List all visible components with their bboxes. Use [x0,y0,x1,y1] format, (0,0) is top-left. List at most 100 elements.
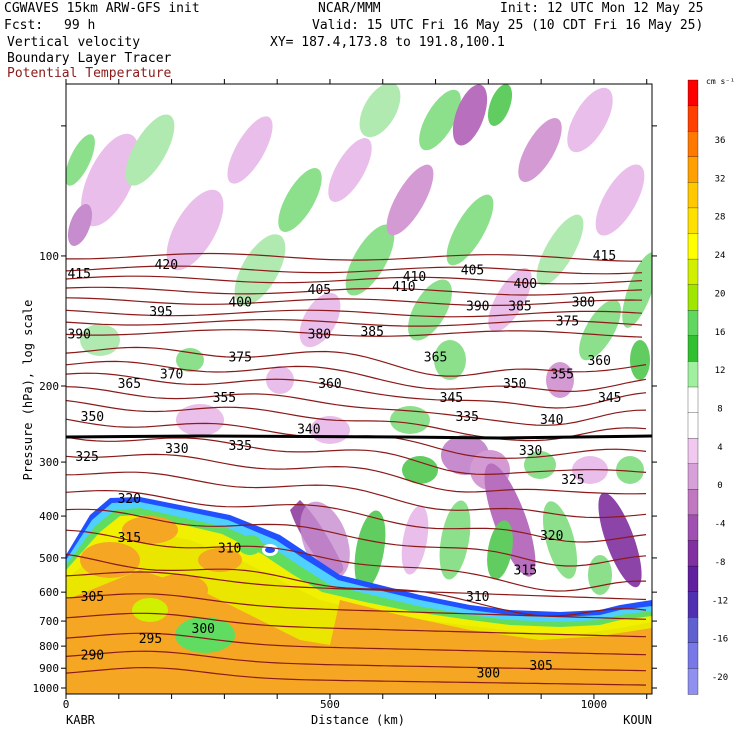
colorbar-swatch [687,565,699,593]
theta-label: 300 [192,622,215,637]
boundary-layer-tracer [66,497,652,694]
y-tick-label: 900 [39,662,59,675]
colorbar-swatch [687,514,699,542]
theta-label: 335 [228,439,251,454]
theta-label: 315 [514,564,537,579]
theta-label: 335 [455,410,478,425]
colorbar-tick-label: -4 [715,520,726,530]
theta-contour-line [66,529,646,592]
theta-contour-line [66,318,643,327]
theta-label: 320 [540,529,563,544]
theta-label: 310 [218,541,241,556]
theta-label: 355 [213,391,236,406]
theta-label: 410 [403,270,426,285]
colorbar-swatch [687,233,699,260]
theta-label: 350 [81,410,104,425]
theta-label: 390 [466,300,489,315]
theta-contour-line [66,436,647,476]
theta-label: 305 [81,590,104,605]
colorbar-tick-label: 36 [715,136,726,146]
x-tick-label: 0 [63,698,70,711]
theta-label: 330 [519,444,542,459]
colorbar-swatch [687,79,699,107]
theta-label: 380 [572,295,595,310]
theta-contour-line [66,346,647,377]
fcst-label: Fcst: [4,18,44,33]
cross-section-xy: XY= 187.4,173.8 to 191.8,100.1 [270,35,505,50]
y-tick-label: 400 [39,510,59,523]
potential-temperature-contours [66,252,647,686]
colorbar-swatch [687,156,699,183]
theta-contour-line [66,399,647,442]
theta-label: 405 [461,263,484,278]
colorbar-tick-label: 20 [715,289,726,299]
theta-contour-line [66,632,647,656]
theta-contour-line [66,275,643,285]
colorbar-swatch [687,386,699,414]
theta-label: 345 [598,391,621,406]
theta-label: 325 [561,473,584,488]
theta-label: 415 [67,267,90,282]
y-tick-label: 700 [39,615,59,628]
colorbar-tick-label: 32 [715,174,726,184]
theta-label: 325 [75,450,98,465]
colorbar-unit: cm s⁻¹ [706,77,735,86]
theta-label: 350 [503,377,526,392]
y-tick-label: 300 [39,456,59,469]
colorbar-tick-label: 12 [715,366,726,376]
y-axis-label: Pressure (hPa), log scale [21,300,35,481]
colorbar-tick-label: -8 [715,558,726,568]
field-boundary-layer-tracer: Boundary Layer Tracer [7,51,172,66]
y-tick-label: 500 [39,552,59,565]
x-axis: 0 500 1000 [63,79,648,711]
colorbar-swatch [687,540,699,567]
colorbar-swatch [687,182,699,209]
init-time: Init: 12 UTC Mon 12 May 25 [500,1,704,16]
colorbar-tick-label: 28 [715,213,726,223]
theta-label: 340 [297,422,320,437]
theta-label: 380 [308,328,331,343]
theta-label: 320 [118,492,141,507]
theta-contour-line [66,360,647,393]
theta-label: 360 [587,354,610,369]
colorbar-swatch [687,642,699,670]
vertical-velocity-field [66,84,652,595]
colorbar: 36 32 28 24 20 16 12 8 4 0 -4 -8 -12 -16 -20 [687,79,728,695]
colorbar-swatch [687,310,699,337]
theta-label: 390 [67,328,90,343]
colorbar-swatch [687,284,699,311]
theta-contour-line [66,372,647,409]
theta-label: 410 [392,280,415,295]
theta-contour-line [66,508,647,567]
right-endpoint-label: KOUN [623,713,652,727]
theta-label: 330 [165,442,188,457]
theta-label: 305 [529,659,552,674]
theta-label: 315 [118,531,141,546]
theta-contour-line [66,386,647,426]
colorbar-swatch [687,668,699,695]
theta-contour-labels: 415 420 405 410 405 400 415 395 400 410 390 385 380 3… [67,249,621,681]
colorbar-swatch [687,617,699,644]
fcst-value: 99 h [64,18,96,33]
theta-contour-line [66,571,647,601]
theta-label: 415 [593,249,616,264]
y-tick-label: 100 [39,250,59,263]
colorbar-swatch [687,105,699,132]
left-endpoint-label: KABR [66,713,96,727]
y-tick-label: 200 [39,380,59,393]
theta-label: 365 [118,377,141,392]
theta-label: 290 [81,648,104,663]
y-tick-label: 600 [39,586,59,599]
theta-contour-line [66,297,643,307]
theta-label: 300 [477,666,500,681]
colorbar-swatch [687,207,699,235]
theta-label: 295 [139,632,162,647]
field-potential-temperature: Potential Temperature [7,66,172,81]
y-tick-label: 800 [39,640,59,653]
theta-contour-line [66,252,642,262]
theta-label: 310 [466,590,489,605]
theta-contour-line [66,453,647,495]
colorbar-swatch [687,438,699,465]
theta-contour-line [66,666,647,686]
theta-label: 400 [228,295,251,310]
